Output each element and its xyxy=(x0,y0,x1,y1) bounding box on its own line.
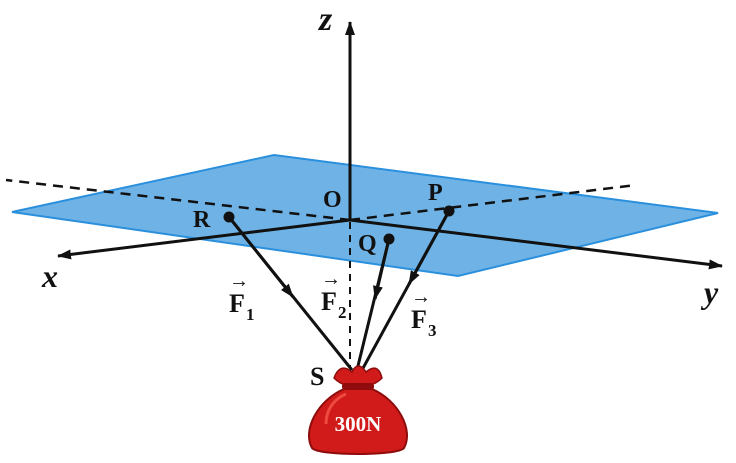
svg-text:1: 1 xyxy=(246,305,255,324)
svg-text:F: F xyxy=(411,305,427,334)
svg-text:→: → xyxy=(411,286,431,308)
point-p-dot xyxy=(443,205,455,217)
load-label: 300N xyxy=(335,412,382,436)
svg-text:2: 2 xyxy=(338,303,347,322)
x-axis xyxy=(57,218,351,260)
z-axis-label: z xyxy=(318,1,333,38)
svg-text:3: 3 xyxy=(428,321,437,340)
force-f1-arrow xyxy=(227,216,295,298)
force-f3-arrow xyxy=(407,210,451,285)
horizontal-plane xyxy=(11,153,719,278)
svg-text:→: → xyxy=(321,268,341,290)
y-axis-label: y xyxy=(700,274,719,310)
svg-text:F: F xyxy=(229,289,245,318)
svg-text:→: → xyxy=(229,270,249,292)
point-s-label: S xyxy=(310,362,324,391)
y-axis xyxy=(349,218,723,270)
force-f3-label: → F 3 xyxy=(411,286,437,340)
x-axis-dashed-extension xyxy=(5,178,351,222)
point-q-label: Q xyxy=(358,231,377,257)
point-q-dot xyxy=(383,233,395,245)
force-f2-label: → F 2 xyxy=(321,268,347,322)
y-axis-dashed-extension xyxy=(349,183,637,222)
point-r-label: R xyxy=(193,207,211,233)
point-p-label: P xyxy=(428,180,443,206)
money-bag: 300N xyxy=(307,365,409,455)
point-o-label: O xyxy=(323,187,342,213)
force-f2-arrow xyxy=(373,238,391,300)
bag-highlight xyxy=(324,392,347,425)
x-axis-label: x xyxy=(41,258,58,294)
force-f1-label: → F 1 xyxy=(229,270,255,324)
svg-text:F: F xyxy=(321,287,337,316)
point-r-dot xyxy=(223,211,235,223)
